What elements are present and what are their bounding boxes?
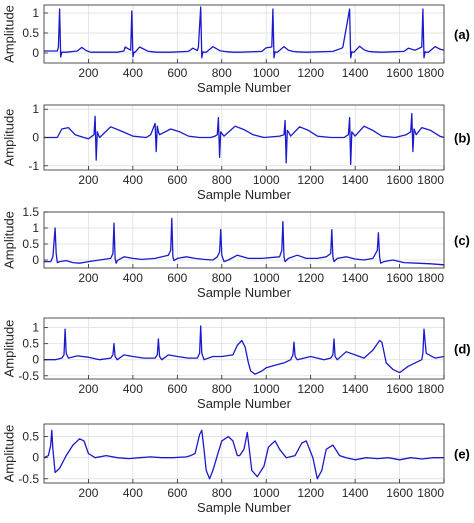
x-tick-label: 1400 <box>342 382 369 396</box>
x-tick-label: 600 <box>167 66 187 80</box>
x-tick-label: 600 <box>167 173 187 187</box>
y-tick-label: 0.5 <box>22 337 39 351</box>
plot-frame <box>43 317 445 380</box>
x-tick-label: 800 <box>212 486 232 500</box>
x-tick-label: 1200 <box>297 66 324 80</box>
x-tick-label: 1600 <box>386 271 413 285</box>
x-tick-label: 1200 <box>297 271 324 285</box>
plot-frame <box>43 4 445 64</box>
y-tick-label: 0 <box>32 451 39 465</box>
x-tick-label: 400 <box>123 486 143 500</box>
x-tick-label: 1200 <box>297 486 324 500</box>
x-tick-label: 400 <box>123 66 143 80</box>
ecg-trace <box>44 6 445 59</box>
x-tick-label: 1400 <box>342 66 369 80</box>
y-tick-label: 0 <box>32 353 39 367</box>
y-tick-label: 0.5 <box>22 430 39 444</box>
y-tick-label: 1 <box>32 102 39 116</box>
y-tick-label: -0.5 <box>18 472 39 486</box>
ecg-trace <box>44 112 445 165</box>
x-tick-label: 1800 <box>417 486 444 500</box>
ecg-trace <box>44 217 445 266</box>
x-axis-label: Sample Number <box>197 396 292 411</box>
x-tick-label: 1000 <box>253 173 280 187</box>
panel-e: 200 400 600 800 1000 1200 1400 1600 1800 -0.5 0 0.5… <box>1 423 470 515</box>
x-axis-label: Sample Number <box>197 187 292 202</box>
x-tick-label: 800 <box>212 173 232 187</box>
x-tick-label: 1600 <box>386 66 413 80</box>
x-tick-label: 1000 <box>253 66 280 80</box>
y-tick-label: 1.5 <box>22 205 39 219</box>
x-tick-label: 200 <box>78 271 98 285</box>
x-tick-label: 1600 <box>386 382 413 396</box>
x-axis-label: Sample Number <box>197 285 292 300</box>
panel-d: 200 400 600 800 1000 1200 1400 1600 1800 -0.5 0 0.5… <box>1 317 471 411</box>
panel-label: (d) <box>454 342 471 357</box>
x-tick-label: 400 <box>123 271 143 285</box>
x-tick-label: 1000 <box>253 486 280 500</box>
x-tick-label: 1600 <box>386 486 413 500</box>
y-tick-label: 1 <box>32 321 39 335</box>
x-tick-label: 400 <box>123 382 143 396</box>
plot-frame <box>43 211 445 269</box>
x-tick-label: 1200 <box>297 173 324 187</box>
ecg-trace <box>44 325 445 375</box>
panel-c: 200 400 600 800 1000 1200 1400 1600 1800 0 0.5 1 1.5… <box>1 205 469 300</box>
x-tick-label: 1800 <box>417 271 444 285</box>
x-tick-label: 800 <box>212 271 232 285</box>
x-tick-label: 200 <box>78 486 98 500</box>
x-tick-label: 1800 <box>417 173 444 187</box>
y-tick-label: 0.5 <box>22 26 39 40</box>
ecg-trace <box>43 429 444 480</box>
y-axis-label: Amplitude <box>1 425 16 483</box>
x-tick-label: 600 <box>167 271 187 285</box>
x-tick-label: 400 <box>123 173 143 187</box>
plot-frame <box>43 423 445 484</box>
panel-b: 200 400 600 800 1000 1200 1400 1600 1800 -1 0 1 Samp… <box>1 102 470 202</box>
x-tick-label: 800 <box>212 382 232 396</box>
y-tick-label: 0 <box>32 46 39 60</box>
y-tick-label: 1 <box>32 221 39 235</box>
y-axis-label: Amplitude <box>1 320 16 378</box>
x-tick-label: 1000 <box>253 271 280 285</box>
panel-a: 200 400 600 800 1000 1200 1400 1600 1800 0 0.5 1 Sam… <box>1 4 470 95</box>
x-tick-label: 1400 <box>342 173 369 187</box>
y-tick-label: 0 <box>32 131 39 145</box>
x-tick-label: 200 <box>78 173 98 187</box>
x-axis-label: Sample Number <box>197 80 292 95</box>
y-axis-label: Amplitude <box>1 5 16 63</box>
x-tick-label: 600 <box>167 382 187 396</box>
y-tick-label: 0.5 <box>22 237 39 251</box>
y-tick-label: 0 <box>32 253 39 267</box>
y-tick-label: -0.5 <box>18 369 39 383</box>
x-axis-label: Sample Number <box>197 500 292 515</box>
x-tick-label: 200 <box>78 382 98 396</box>
panel-label: (a) <box>454 27 470 42</box>
y-axis-label: Amplitude <box>1 109 16 167</box>
x-tick-label: 800 <box>212 66 232 80</box>
x-tick-label: 1400 <box>342 271 369 285</box>
x-tick-label: 1800 <box>417 382 444 396</box>
y-axis-label: Amplitude <box>1 211 16 269</box>
x-tick-label: 600 <box>167 486 187 500</box>
x-tick-label: 1600 <box>386 173 413 187</box>
y-tick-label: 1 <box>32 6 39 20</box>
y-tick-label: -1 <box>28 159 39 173</box>
panel-label: (e) <box>454 447 470 462</box>
x-tick-label: 1200 <box>297 382 324 396</box>
x-tick-label: 1800 <box>417 66 444 80</box>
panel-label: (b) <box>454 131 471 146</box>
panel-label: (c) <box>454 233 470 248</box>
x-tick-label: 1000 <box>253 382 280 396</box>
x-tick-label: 1400 <box>342 486 369 500</box>
x-tick-label: 200 <box>78 66 98 80</box>
